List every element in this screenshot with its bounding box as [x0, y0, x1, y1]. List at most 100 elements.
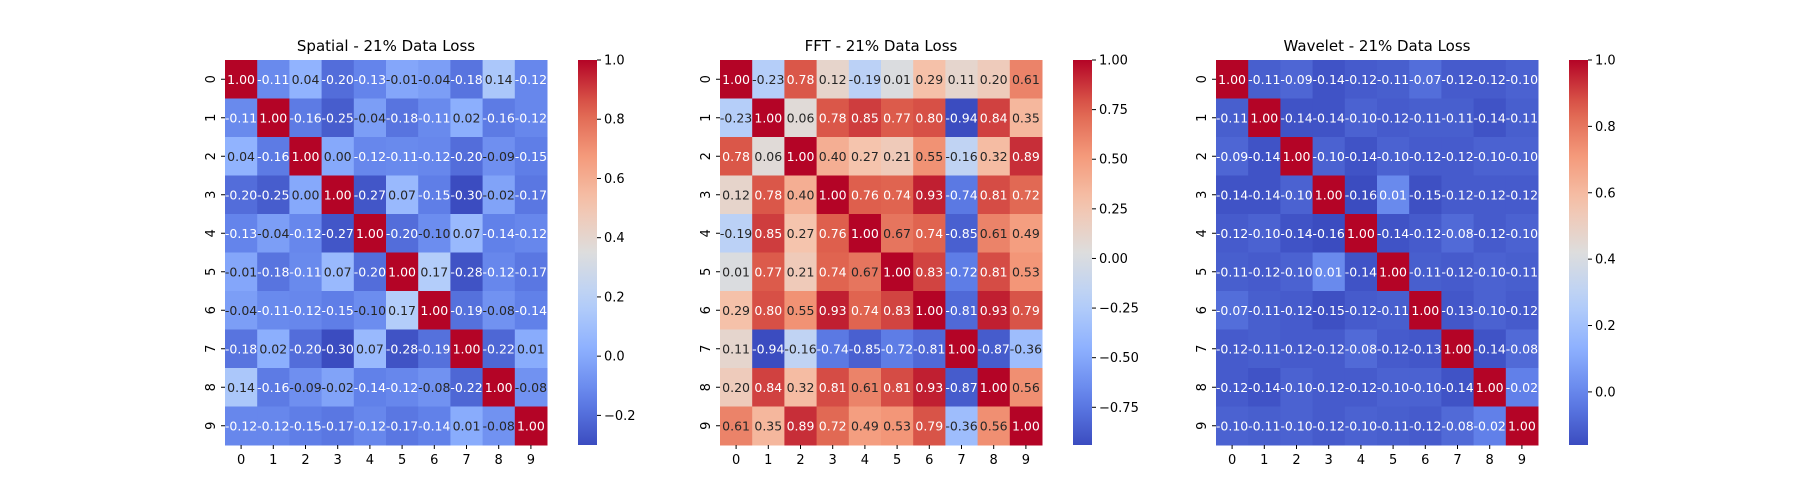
cell-value-label: -0.10 [1313, 149, 1345, 164]
heatmap-cell [752, 291, 785, 330]
heatmap-cell [913, 137, 946, 176]
cell-value-label: -0.22 [483, 341, 515, 356]
heatmap-cell [752, 252, 785, 292]
x-tick-label: 5 [1389, 453, 1397, 468]
y-tick-label: 5 [699, 268, 714, 276]
cell-value-label: -0.12 [1313, 418, 1345, 433]
cell-value-label: -0.12 [1506, 187, 1538, 202]
cell-value-label: -0.12 [1313, 341, 1345, 356]
heatmap-cell [881, 329, 914, 369]
heatmap-cell [514, 98, 548, 138]
cell-value-label: -0.28 [450, 264, 482, 279]
cell-value-label: 0.17 [388, 303, 416, 318]
cell-value-label: -0.16 [289, 110, 321, 125]
heatmap-cell [1505, 291, 1539, 330]
cell-value-label: -0.13 [1409, 341, 1441, 356]
heatmap-cell [848, 291, 882, 330]
cell-value-label: 0.56 [1012, 380, 1040, 395]
cell-value-label: 0.85 [851, 110, 879, 125]
cell-value-label: 0.01 [1379, 187, 1407, 202]
cell-value-label: -0.11 [1248, 72, 1280, 87]
cell-value-label: 0.53 [883, 418, 911, 433]
y-tick-label: 6 [1195, 306, 1210, 314]
heatmap-cell [752, 214, 785, 253]
colorbar [578, 60, 597, 445]
heatmap-cell [1377, 291, 1410, 330]
heatmap-cell [225, 60, 258, 99]
heatmap-cell [353, 406, 387, 446]
heatmap-cell [514, 60, 548, 99]
cell-value-label: 1.00 [1411, 303, 1439, 318]
cell-value-label: 0.01 [722, 264, 750, 279]
heatmap-cell [1409, 175, 1442, 215]
heatmap-cell [1377, 60, 1410, 99]
heatmap-cell [1248, 175, 1281, 215]
heatmap-cell [418, 214, 451, 253]
heatmap-cell [257, 291, 290, 330]
heatmap-cell [1505, 329, 1539, 369]
heatmap-cell [1441, 329, 1475, 369]
heatmap-cell [1473, 60, 1507, 99]
cell-value-label: -0.12 [1280, 341, 1312, 356]
heatmap-cell [353, 368, 387, 407]
heatmap-cell [1473, 291, 1507, 330]
heatmap-cell [1409, 214, 1442, 253]
heatmap-cell [418, 291, 451, 330]
heatmap-cell [1216, 252, 1249, 292]
heatmap-cell [1280, 252, 1314, 292]
heatmap-cell [257, 175, 290, 215]
colorbar-tick-label: 1.00 [1099, 54, 1128, 69]
cell-value-label: 0.76 [851, 187, 879, 202]
heatmap-cell [1312, 329, 1346, 369]
cell-value-label: 1.00 [1444, 341, 1472, 356]
cell-value-label: 1.00 [1347, 226, 1375, 241]
cell-value-label: 0.61 [1012, 72, 1040, 87]
cell-value-label: -0.07 [1216, 303, 1248, 318]
cell-value-label: -0.11 [1409, 110, 1441, 125]
cell-value-label: -0.14 [1474, 110, 1506, 125]
heatmap-cell [720, 60, 753, 99]
cell-value-label: -0.14 [1216, 187, 1248, 202]
y-tick-label: 7 [1195, 345, 1210, 353]
colorbar-tick-label: 1.0 [604, 54, 625, 69]
heatmap-cell [321, 406, 355, 446]
cell-value-label: -0.17 [322, 418, 354, 433]
cell-value-label: 0.00 [324, 149, 352, 164]
cell-value-label: 1.00 [819, 187, 847, 202]
cell-value-label: -0.02 [483, 187, 515, 202]
cell-value-label: -0.19 [849, 72, 881, 87]
cell-value-label: -0.14 [1441, 380, 1473, 395]
cell-value-label: 0.78 [722, 149, 750, 164]
cell-value-label: -0.14 [515, 303, 547, 318]
cell-value-label: 0.29 [722, 303, 750, 318]
cell-value-label: -0.10 [1506, 149, 1538, 164]
heatmap-cell [784, 291, 818, 330]
heatmap-cell [450, 368, 484, 407]
heatmap-cell [225, 137, 258, 176]
heatmap-cell [514, 252, 548, 292]
heatmap-cell [450, 214, 484, 253]
x-tick-label: 1 [269, 453, 277, 468]
heatmap-cell [848, 329, 882, 369]
colorbar-tick-label: −0.2 [604, 409, 636, 424]
heatmap-cell [848, 406, 882, 446]
cell-value-label: -0.11 [1506, 264, 1538, 279]
heatmap-cell [482, 329, 516, 369]
heatmap-cell [1505, 60, 1539, 99]
cell-value-label: 1.00 [722, 72, 750, 87]
heatmap-cell [977, 329, 1011, 369]
heatmap-cell [482, 214, 516, 253]
cell-value-label: 0.72 [819, 418, 847, 433]
heatmap-cell [1505, 406, 1539, 446]
cell-value-label: -0.16 [257, 380, 289, 395]
x-tick-label: 7 [1453, 453, 1461, 468]
cell-value-label: 0.35 [754, 418, 782, 433]
heatmap-cell [289, 137, 323, 176]
heatmap-cell [816, 175, 850, 215]
heatmap-cell [353, 252, 387, 292]
heatmap-cell [1280, 406, 1314, 446]
heatmap-cell [881, 368, 914, 407]
heatmap-cell [720, 214, 753, 253]
cell-value-label: -0.25 [322, 110, 354, 125]
